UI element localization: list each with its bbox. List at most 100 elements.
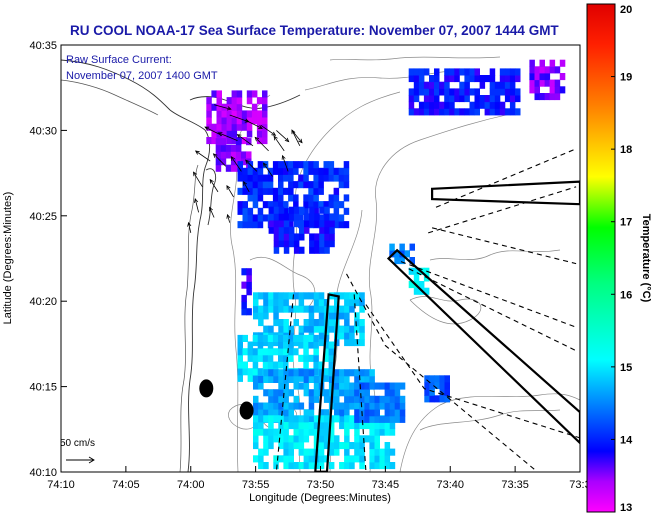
vector-shaft [245, 159, 258, 172]
sst-pixel [283, 369, 289, 377]
sst-pixel [283, 319, 289, 327]
sst-pixel [206, 110, 212, 118]
sst-pixel [369, 462, 375, 470]
sst-pixel [384, 415, 391, 423]
sst-pixel [256, 117, 263, 125]
sst-pixel [262, 214, 269, 222]
sst-pixel [418, 108, 425, 116]
colorbar [586, 3, 616, 513]
sst-pixel [369, 415, 375, 423]
sst-pixel [439, 108, 445, 116]
sst-pixel [268, 389, 274, 397]
current-vector [193, 171, 203, 188]
sst-pixel [278, 206, 285, 214]
sst-pixel [343, 221, 350, 229]
sst-pixel [236, 123, 243, 131]
sst-pixel [354, 395, 360, 403]
sst-pixel [257, 167, 264, 175]
sst-pixel [278, 319, 284, 327]
sst-pixel [278, 395, 284, 403]
sst-pixel [288, 213, 295, 221]
sst-pixel [246, 308, 252, 316]
sst-pixel [444, 101, 450, 109]
sst-pixel [374, 428, 380, 436]
sst-pixel [215, 144, 222, 152]
sst-pixel [333, 187, 340, 195]
sst-pixel [549, 59, 556, 67]
sst-pixel [544, 66, 551, 74]
sst-pixel [278, 409, 284, 417]
sst-pixel [206, 103, 212, 111]
sst-pixel [288, 181, 294, 189]
sst-pixel [484, 75, 491, 83]
sst-pixel [267, 187, 274, 195]
sst-pixel [389, 382, 396, 390]
sst-pixel [225, 164, 232, 172]
y-tick-label: 40:30 [29, 125, 57, 137]
sst-pixel [313, 435, 320, 443]
sst-pixel [267, 361, 274, 369]
sst-pixel [418, 281, 425, 289]
sst-pixel [283, 233, 290, 241]
sst-pixel [343, 174, 350, 182]
sst-pixel [308, 409, 315, 417]
sst-pixel [246, 274, 252, 282]
sst-pixel [464, 68, 470, 76]
sst-pixel [299, 226, 305, 234]
sst-pixel [343, 181, 350, 189]
sst-pixel [283, 402, 289, 410]
sst-pixel [246, 97, 253, 105]
sst-pixel [323, 167, 329, 175]
sst-pixel [241, 123, 248, 131]
sst-pixel [328, 161, 335, 169]
sst-pixel [293, 334, 299, 342]
shoreline-path [179, 164, 199, 472]
sst-pixel [278, 325, 284, 333]
sst-pixel [423, 108, 430, 116]
sst-pixel [226, 110, 233, 118]
sst-pixel [374, 442, 380, 450]
sst-pixel [429, 81, 435, 89]
sst-pixel [278, 226, 285, 234]
scale-label: 50 cm/s [60, 438, 95, 449]
sst-pixel [288, 422, 294, 430]
vector-shaft [218, 132, 238, 141]
sst-pixel [449, 101, 455, 109]
sst-pixel [288, 389, 294, 397]
current-vector [212, 153, 227, 167]
sst-pixel [515, 108, 521, 116]
sst-pixel [349, 455, 355, 463]
sst-pixel [454, 75, 460, 83]
sst-pixel [288, 226, 295, 234]
sst-pixel [359, 369, 365, 377]
sst-pixel [308, 325, 315, 333]
sst-pixel [268, 402, 274, 410]
sst-pixel [252, 214, 259, 222]
sst-pixel [344, 409, 350, 417]
sst-pixel [298, 325, 305, 333]
vector-shaft [226, 185, 234, 198]
sst-pixel [339, 389, 345, 397]
sst-pixel [469, 101, 475, 109]
sst-pixel [283, 361, 289, 369]
sst-pixel [515, 75, 521, 83]
sst-pixel [283, 201, 289, 209]
sst-pixel [554, 66, 561, 74]
sst-pixel [303, 415, 310, 423]
sst-pixel [313, 354, 319, 362]
sst-pixel [554, 93, 561, 101]
sst-pixel [257, 174, 264, 182]
shipping-lane-dashed [275, 294, 295, 472]
colorbar-tick-label: 17 [620, 217, 632, 229]
sst-pixel [384, 389, 391, 397]
sst-pixel [474, 108, 480, 116]
sst-pixel [339, 382, 345, 390]
sst-pixel [413, 75, 420, 83]
sst-pixel [374, 395, 380, 403]
sst-pixel [283, 299, 289, 307]
sst-pixel [354, 455, 360, 463]
sst-pixel [364, 435, 370, 443]
sst-pixel [334, 448, 340, 456]
sst-pixel [343, 167, 350, 175]
